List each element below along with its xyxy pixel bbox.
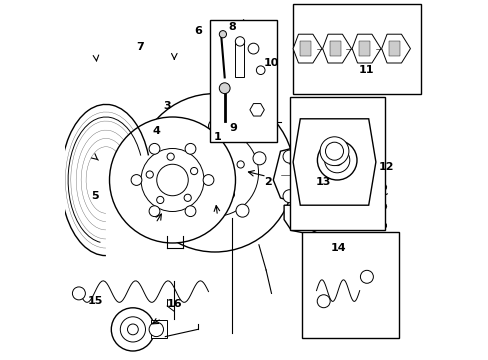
Circle shape: [256, 66, 264, 75]
Circle shape: [247, 43, 258, 54]
Bar: [210, 20, 276, 142]
Circle shape: [317, 140, 356, 180]
Circle shape: [200, 158, 229, 187]
Circle shape: [72, 287, 85, 300]
Circle shape: [185, 206, 196, 217]
Circle shape: [208, 120, 221, 132]
Polygon shape: [351, 34, 380, 63]
Bar: [235, 41, 244, 77]
Circle shape: [127, 324, 138, 335]
Bar: [289, 97, 384, 230]
Circle shape: [149, 322, 163, 337]
Text: 4: 4: [152, 126, 160, 136]
Circle shape: [185, 161, 192, 168]
Text: 1: 1: [213, 132, 221, 142]
Circle shape: [360, 270, 373, 283]
Circle shape: [181, 204, 194, 217]
Circle shape: [120, 317, 145, 342]
Circle shape: [157, 164, 188, 196]
Circle shape: [141, 149, 203, 212]
Text: 12: 12: [378, 162, 394, 172]
Text: 2: 2: [264, 177, 271, 187]
Circle shape: [283, 150, 295, 163]
Circle shape: [219, 83, 230, 94]
Circle shape: [163, 152, 177, 165]
Circle shape: [283, 190, 295, 203]
Text: 9: 9: [229, 123, 237, 133]
Circle shape: [237, 161, 244, 168]
Bar: [302, 232, 399, 338]
Circle shape: [320, 137, 348, 166]
Circle shape: [331, 155, 342, 166]
Polygon shape: [284, 205, 323, 234]
Bar: [151, 320, 167, 338]
Text: 11: 11: [358, 65, 374, 75]
Bar: [300, 41, 310, 56]
Circle shape: [190, 167, 197, 175]
Circle shape: [149, 143, 160, 154]
Polygon shape: [322, 34, 351, 63]
Text: 16: 16: [166, 299, 182, 309]
Text: 3: 3: [163, 101, 171, 111]
Circle shape: [111, 308, 154, 351]
Bar: [329, 41, 340, 56]
Circle shape: [211, 142, 218, 149]
Polygon shape: [381, 34, 409, 63]
Text: 8: 8: [227, 22, 235, 32]
Text: 5: 5: [91, 191, 99, 201]
Text: 13: 13: [315, 177, 331, 187]
Polygon shape: [292, 119, 375, 205]
Circle shape: [252, 152, 265, 165]
Circle shape: [185, 143, 196, 154]
Polygon shape: [249, 104, 264, 116]
Text: 7: 7: [136, 42, 143, 52]
Circle shape: [227, 191, 234, 198]
Circle shape: [146, 171, 153, 178]
Circle shape: [195, 191, 203, 198]
Circle shape: [235, 37, 244, 46]
Circle shape: [203, 175, 213, 185]
Text: 14: 14: [329, 243, 345, 253]
Circle shape: [317, 295, 329, 308]
Circle shape: [219, 31, 226, 38]
Bar: [292, 4, 420, 94]
Text: 15: 15: [87, 296, 102, 306]
Circle shape: [325, 142, 343, 160]
Polygon shape: [273, 144, 330, 205]
Circle shape: [131, 175, 142, 185]
Bar: [388, 41, 399, 56]
Circle shape: [324, 148, 349, 173]
Text: 10: 10: [263, 58, 279, 68]
Circle shape: [136, 94, 294, 252]
Circle shape: [171, 129, 258, 216]
Text: 6: 6: [193, 26, 201, 36]
Circle shape: [109, 117, 235, 243]
Circle shape: [156, 196, 163, 203]
Circle shape: [149, 206, 160, 217]
Bar: [359, 41, 369, 56]
Circle shape: [167, 153, 174, 160]
Circle shape: [236, 204, 248, 217]
Polygon shape: [292, 34, 321, 63]
Circle shape: [183, 194, 191, 201]
Circle shape: [305, 167, 323, 185]
